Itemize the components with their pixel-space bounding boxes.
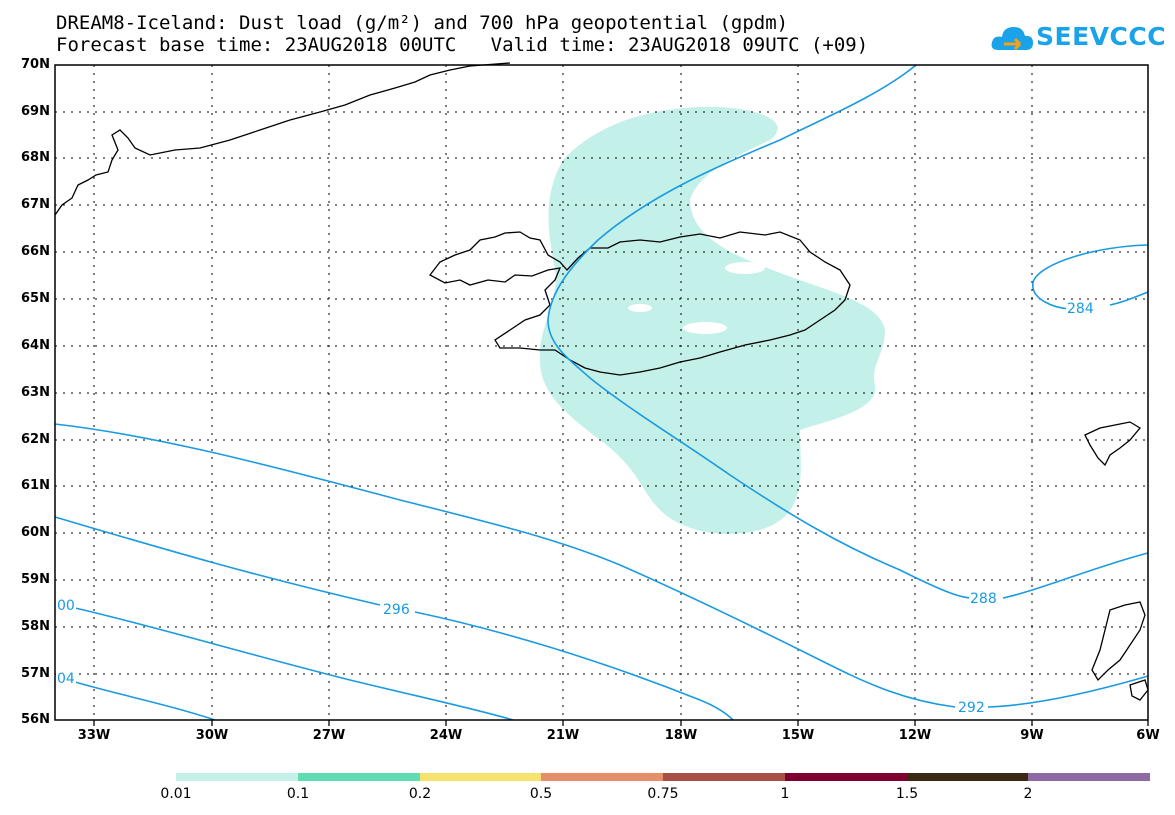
contour-284	[1032, 244, 1149, 310]
legend-swatch	[419, 773, 542, 781]
greenland-coast	[54, 62, 511, 216]
lat-label: 60N	[21, 525, 50, 540]
contour-288	[547, 64, 1149, 599]
legend-swatch	[176, 773, 298, 781]
legend-swatch	[784, 773, 907, 781]
faroe-coast	[1084, 421, 1141, 467]
legend-swatch	[1028, 773, 1150, 781]
lon-label: 33W	[77, 728, 111, 743]
contour-label-300: 00	[56, 598, 76, 614]
glacier-patch	[628, 304, 652, 312]
lon-label: 24W	[429, 728, 463, 743]
lat-label: 63N	[21, 385, 50, 400]
lat-label: 68N	[21, 150, 50, 165]
legend-label: 1.5	[895, 786, 919, 802]
lon-label: 6W	[1136, 728, 1160, 743]
geopotential-contours	[54, 64, 1149, 721]
legend-swatch	[663, 773, 785, 781]
lat-label: 59N	[21, 572, 50, 587]
ticks	[93, 720, 1149, 726]
graticule	[55, 65, 1148, 720]
map-frame	[54, 64, 1149, 721]
contour-label-304: 04	[56, 671, 76, 687]
lon-label: 12W	[898, 728, 932, 743]
contour-label-284: 284	[1066, 301, 1095, 317]
lon-label: 30W	[195, 728, 229, 743]
lat-label: 57N	[21, 666, 50, 681]
contour-300	[74, 607, 514, 721]
contour-296	[54, 516, 734, 721]
map-title: DREAM8-Iceland: Dust load (g/m²) and 700…	[56, 12, 789, 34]
legend-label: 2	[1023, 786, 1033, 802]
legend-label: 0.5	[529, 786, 553, 802]
lon-label: 9W	[1020, 728, 1044, 743]
map-subtitle: Forecast base time: 23AUG2018 00UTC Vali…	[56, 34, 869, 56]
contour-label-296: 296	[382, 602, 411, 618]
lat-label: 66N	[21, 244, 50, 259]
contour-label-288: 288	[969, 591, 998, 607]
coastlines	[54, 62, 1149, 701]
lat-label: 56N	[21, 712, 50, 727]
shetland-coast	[1091, 601, 1146, 682]
lon-label: 21W	[546, 728, 580, 743]
legend-swatch	[906, 773, 1029, 781]
legend-swatch	[297, 773, 420, 781]
legend-label: 1	[780, 786, 790, 802]
lon-label: 27W	[312, 728, 346, 743]
hebrides-coast	[1129, 679, 1149, 701]
legend-label: 0.75	[647, 786, 679, 802]
logo-text: SEEVCCC	[1036, 22, 1167, 51]
lat-label: 58N	[21, 619, 50, 634]
legend-label: 0.01	[160, 786, 192, 802]
color-legend	[176, 773, 1150, 781]
lon-label: 18W	[664, 728, 698, 743]
glacier-patch	[725, 262, 765, 274]
lat-label: 61N	[21, 478, 50, 493]
contour-292	[54, 423, 1149, 708]
lat-label: 64N	[21, 338, 50, 353]
lat-label: 69N	[21, 104, 50, 119]
lat-label: 67N	[21, 197, 50, 212]
lat-label: 62N	[21, 432, 50, 447]
contour-304	[74, 681, 216, 721]
iceland-coast	[429, 231, 851, 376]
cloud-logo-icon	[991, 27, 1033, 51]
lon-label: 15W	[781, 728, 815, 743]
glacier-patch	[683, 322, 727, 334]
legend-label: 0.1	[286, 786, 310, 802]
legend-swatch	[541, 773, 663, 781]
contour-label-292: 292	[957, 700, 986, 716]
lat-label: 70N	[21, 57, 50, 72]
legend-label: 0.2	[408, 786, 432, 802]
dust-load-area	[539, 106, 885, 534]
lat-label: 65N	[21, 291, 50, 306]
